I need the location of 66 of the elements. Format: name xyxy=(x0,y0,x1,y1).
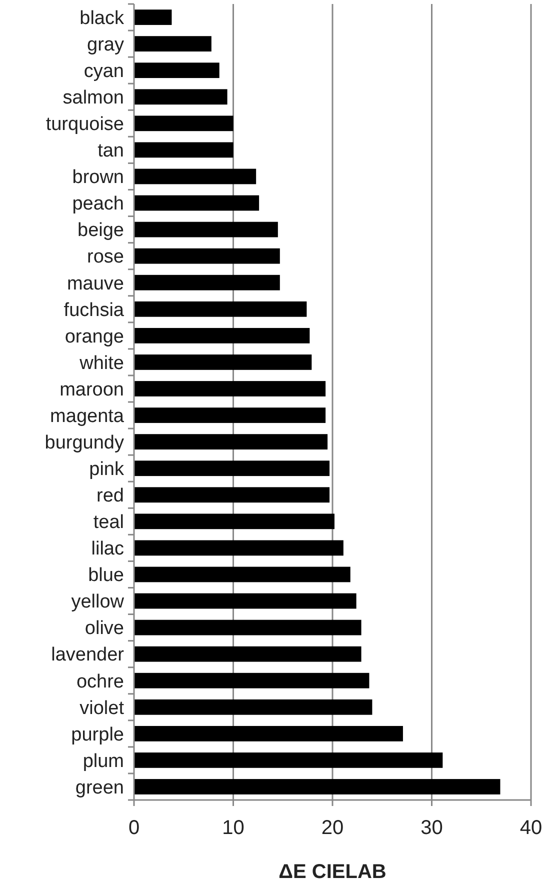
bar xyxy=(134,301,307,317)
bar xyxy=(134,514,334,530)
bar xyxy=(134,354,312,370)
bar xyxy=(134,89,228,105)
y-tick-label: fuchsia xyxy=(64,300,124,321)
y-tick-label: red xyxy=(96,486,124,507)
y-tick-label: salmon xyxy=(62,88,124,109)
bar xyxy=(134,408,326,423)
bar xyxy=(134,726,403,742)
y-tick-label: pink xyxy=(89,458,124,480)
y-tick-label: mauve xyxy=(66,273,124,294)
y-tick-label: peach xyxy=(72,194,124,215)
x-tick-label: 0 xyxy=(128,817,140,839)
bar xyxy=(134,62,220,78)
x-tick-label: 40 xyxy=(520,817,542,839)
y-tick-label: orange xyxy=(64,326,124,348)
x-axis-title: ΔE CIELAB xyxy=(278,861,386,883)
bar xyxy=(134,487,330,503)
bar xyxy=(134,168,256,184)
y-tick-label: black xyxy=(80,8,124,29)
y-tick-label: violet xyxy=(80,698,125,719)
bar xyxy=(134,593,356,609)
y-tick-label: teal xyxy=(93,512,124,534)
y-tick-label: cyan xyxy=(84,60,124,82)
bar xyxy=(134,36,212,52)
bar xyxy=(134,434,328,450)
y-tick-label: blue xyxy=(88,565,124,586)
y-tick-label: yellow xyxy=(71,592,124,613)
y-tick-label: gray xyxy=(87,34,124,56)
y-tick-label: plum xyxy=(82,750,124,772)
x-tick-label: 20 xyxy=(321,817,344,839)
bar xyxy=(134,620,362,636)
y-tick-label: ochre xyxy=(76,671,124,692)
bar xyxy=(134,540,344,556)
y-tick-label: turquoise xyxy=(46,114,124,136)
bar xyxy=(134,142,234,158)
bar xyxy=(134,779,500,794)
y-tick-label: lilac xyxy=(91,538,124,560)
bar xyxy=(134,195,260,211)
bar xyxy=(134,222,278,238)
bar xyxy=(134,116,234,132)
bar xyxy=(134,381,326,396)
x-tick-label: 30 xyxy=(420,817,443,839)
y-tick-label: olive xyxy=(84,618,124,640)
y-tick-label: beige xyxy=(78,220,124,242)
y-tick-label: white xyxy=(78,352,124,374)
y-tick-label: green xyxy=(75,777,124,798)
x-tick-label: 10 xyxy=(222,817,244,839)
bar xyxy=(134,752,443,768)
y-tick-label: purple xyxy=(71,724,124,746)
bar xyxy=(134,328,310,344)
y-tick-label: maroon xyxy=(60,379,124,400)
y-tick-label: rose xyxy=(87,246,124,268)
bar xyxy=(134,274,280,290)
bar xyxy=(134,460,330,476)
bar xyxy=(134,10,172,25)
bar xyxy=(134,672,370,688)
bar xyxy=(134,646,362,662)
bar xyxy=(134,699,372,715)
bar xyxy=(134,248,280,264)
y-tick-label: brown xyxy=(72,167,124,188)
bar xyxy=(134,566,350,582)
y-tick-label: tan xyxy=(98,140,124,162)
y-tick-label: magenta xyxy=(50,406,124,427)
y-tick-label: burgundy xyxy=(44,432,124,454)
y-tick-label: lavender xyxy=(51,644,125,666)
